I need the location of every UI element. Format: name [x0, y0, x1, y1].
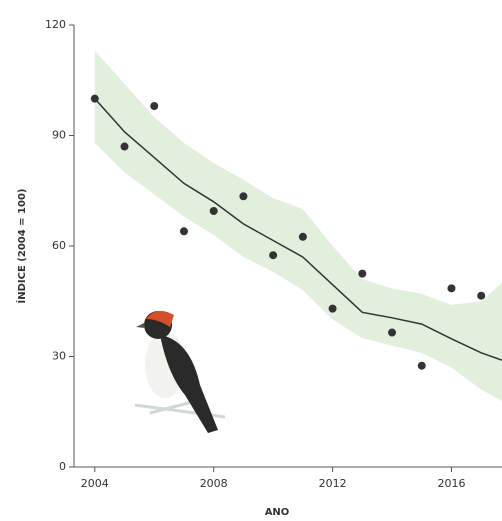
chart: 0 30 60 90 120 2004 2008 2012 2016 ANO ÍNDICE (2… [0, 0, 502, 521]
data-point [91, 95, 99, 103]
data-point [180, 227, 188, 235]
data-point [329, 305, 337, 313]
y-tick-label: 60 [52, 239, 66, 252]
data-point [269, 251, 277, 259]
data-point [299, 233, 307, 241]
plot-area: 0 30 60 90 120 2004 2008 2012 2016 [45, 18, 502, 490]
x-axis-title: ANO [265, 507, 290, 518]
data-point [418, 362, 426, 370]
x-tick-label: 2012 [319, 477, 347, 490]
x-tick-label: 2004 [81, 477, 109, 490]
y-tick-label: 120 [45, 18, 66, 31]
data-point [210, 207, 218, 215]
data-point [447, 284, 455, 292]
data-point [477, 292, 485, 300]
bird-illustration [135, 311, 225, 433]
data-point [388, 329, 396, 337]
y-axis-title: ÍNDICE (2004 = 100) [15, 189, 28, 304]
data-point [358, 270, 366, 278]
y-tick-label: 0 [59, 460, 66, 473]
x-tick-label: 2008 [200, 477, 228, 490]
y-tick-label: 30 [52, 350, 66, 363]
bird-beak [136, 323, 145, 328]
y-tick-label: 90 [52, 129, 66, 142]
data-point [239, 192, 247, 200]
data-point [150, 102, 158, 110]
data-point [121, 143, 129, 151]
x-tick-label: 2016 [437, 477, 465, 490]
